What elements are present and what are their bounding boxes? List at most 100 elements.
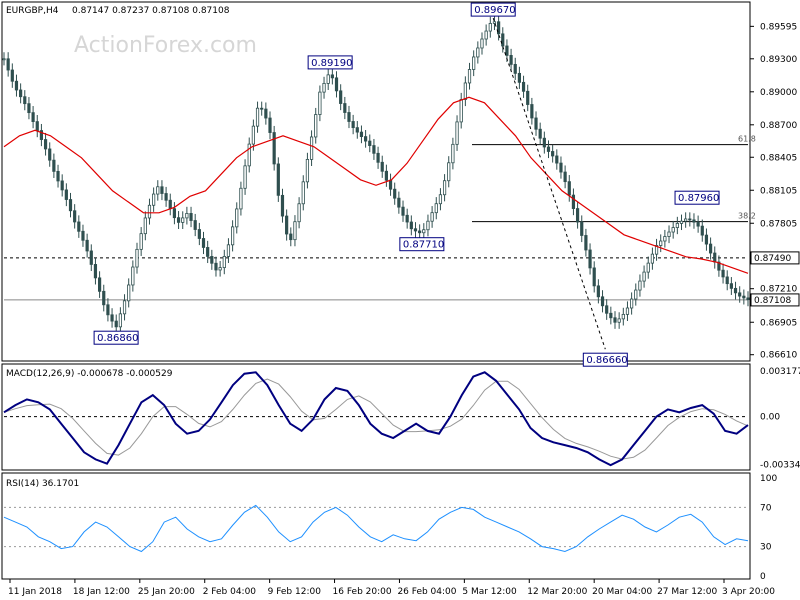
- candle-body: [509, 55, 513, 65]
- candle-body: [434, 203, 438, 214]
- candle-body: [380, 161, 384, 172]
- candle-body: [704, 234, 709, 245]
- moving-average-line: [3, 96, 749, 274]
- candle-body: [497, 21, 501, 35]
- price-annotation-box: [470, 2, 516, 17]
- candle-body: [530, 104, 534, 119]
- candle-body: [289, 233, 293, 241]
- candle-body: [513, 63, 517, 74]
- x-tick-label: 25 Jan 20:00: [138, 587, 195, 597]
- candle-body: [359, 131, 364, 137]
- candle-body: [27, 103, 31, 114]
- candle-body: [630, 298, 634, 309]
- x-tick-label: 12 Mar 20:00: [527, 587, 587, 597]
- candle-body: [571, 194, 576, 209]
- candle-body: [326, 74, 330, 84]
- candle-body: [297, 203, 301, 223]
- candle-body: [733, 287, 738, 294]
- chart-ohlc: 0.87147 0.87237 0.87108 0.87108: [72, 6, 230, 16]
- candle-body: [451, 143, 455, 164]
- price-annotation-box: [582, 352, 628, 367]
- candle-body: [746, 297, 750, 301]
- candle-body: [322, 82, 326, 93]
- candle-body: [584, 235, 588, 251]
- x-tick-label: 18 Jan 12:00: [73, 587, 130, 597]
- candle-body: [131, 266, 135, 286]
- candle-body: [700, 225, 704, 236]
- candle-body: [551, 151, 555, 157]
- candle-body: [19, 89, 23, 98]
- price-y-tick-label: 0.88700: [760, 121, 797, 131]
- candle-body: [81, 230, 85, 241]
- price-annotation-box: [307, 55, 353, 70]
- candle-body: [218, 267, 222, 271]
- candle-body: [447, 162, 451, 182]
- price-y-tick-label: 0.88105: [760, 186, 797, 196]
- candle-body: [617, 318, 621, 323]
- candle-body: [143, 217, 147, 235]
- candle-body: [376, 152, 380, 163]
- candle-body: [413, 228, 418, 232]
- candle-body: [501, 33, 505, 47]
- price-panel-frame: [1, 1, 751, 362]
- candle-body: [463, 82, 467, 100]
- candle-body: [206, 247, 210, 257]
- candle-body: [534, 117, 538, 130]
- candle-body: [401, 206, 405, 216]
- rsi-y-tick-label: 70: [760, 503, 772, 513]
- price-marker-box: [750, 251, 800, 265]
- candle-body: [692, 219, 696, 223]
- price-annotation-label: 0.89190: [311, 58, 352, 69]
- candle-body: [430, 212, 434, 222]
- macd-signal-line: [3, 378, 749, 460]
- candle-body: [422, 229, 426, 234]
- x-tick-label: 20 Mar 04:00: [592, 587, 652, 597]
- candle-body: [409, 221, 413, 230]
- candle-body: [147, 204, 152, 219]
- axis-layer: 0.89595 0.89300 0.89000 0.88700 0.88405 0.881…: [8, 22, 800, 597]
- candle-body: [314, 114, 318, 138]
- candle-body: [89, 250, 93, 265]
- price-annotation-label: 0.86860: [97, 333, 138, 344]
- candle-body: [708, 243, 713, 254]
- candle-body: [309, 136, 314, 160]
- candle-body: [388, 179, 393, 190]
- candle-body: [106, 304, 110, 316]
- candle-body: [214, 262, 218, 271]
- candle-body: [285, 215, 289, 235]
- candle-body: [679, 220, 684, 224]
- candle-body: [684, 218, 688, 222]
- rsi-title: RSI(14) 36.1701: [6, 479, 79, 489]
- candle-body: [368, 140, 372, 146]
- price-marker-box: [750, 293, 800, 307]
- candle-body: [235, 208, 239, 228]
- candle-body: [659, 240, 663, 246]
- candle-body: [31, 112, 35, 123]
- candle-body: [654, 245, 659, 255]
- candle-body: [442, 180, 447, 196]
- macd-line: [3, 371, 749, 467]
- candle-body: [172, 208, 177, 219]
- x-tick-label: 26 Feb 04:00: [397, 587, 456, 597]
- candle-body: [164, 193, 168, 201]
- trend-line: [492, 17, 606, 350]
- candle-body: [575, 208, 580, 223]
- candle-body: [23, 96, 27, 105]
- candle-body: [276, 163, 280, 196]
- candle-body: [488, 23, 492, 32]
- candle-body: [139, 233, 143, 250]
- candle-body: [193, 220, 197, 230]
- price-layer: 61.8 38.2 0.89670 0.89190 0.87710 0.86860 0.86…: [2, 2, 756, 367]
- candle-body: [255, 107, 260, 127]
- candle-body: [251, 125, 255, 145]
- candle-body: [459, 99, 463, 123]
- price-annotation-label: 0.89670: [474, 5, 515, 16]
- macd-y-tick-label: 0.00: [760, 413, 780, 423]
- candle-body: [301, 181, 305, 205]
- rsi-panel-frame: [1, 472, 751, 580]
- candle-body: [621, 313, 625, 320]
- candle-body: [596, 285, 600, 298]
- candle-body: [343, 103, 347, 113]
- price-marker-label: 0.87108: [754, 296, 791, 306]
- candle-body: [505, 45, 509, 56]
